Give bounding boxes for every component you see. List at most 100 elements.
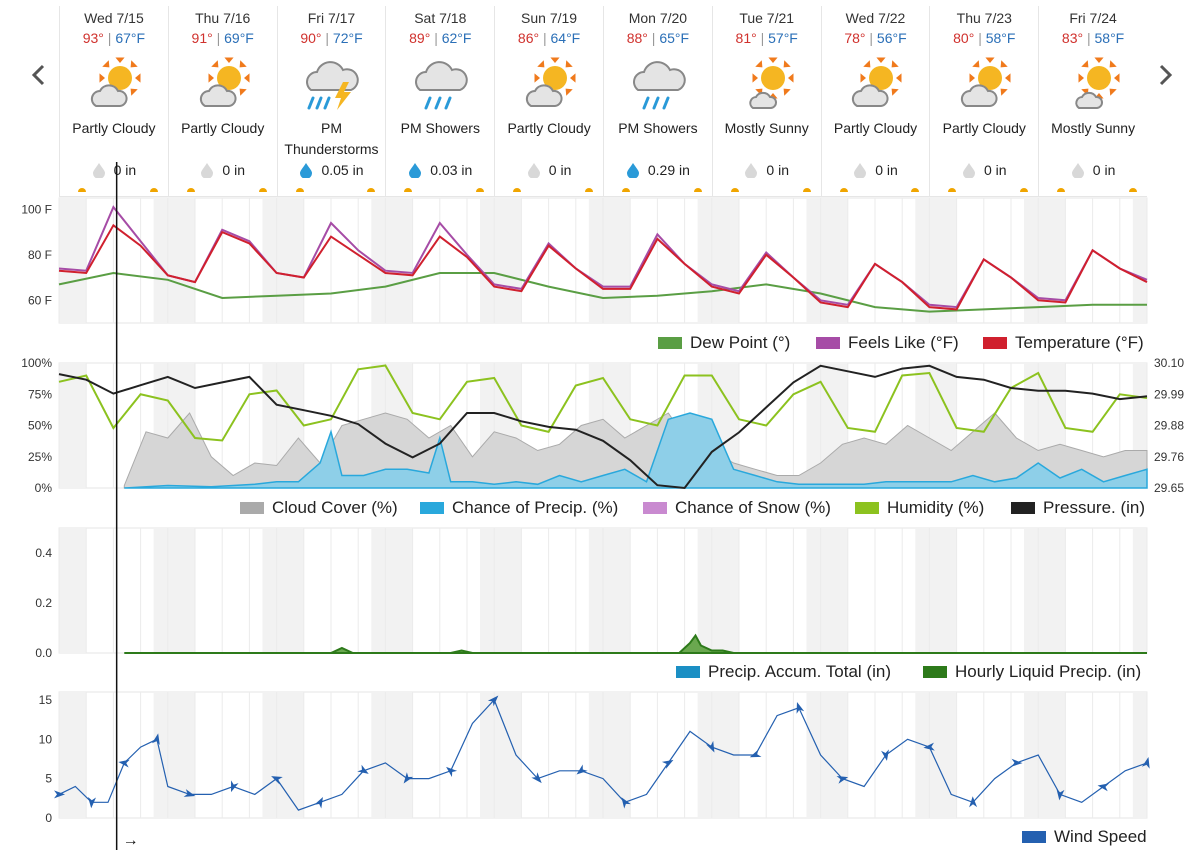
legend-pressure[interactable]: Pressure. (in) <box>1011 498 1145 518</box>
cloud-cover-area <box>123 412 1148 489</box>
day-column[interactable]: Thu 7/16 91° | 69°F Partly Cloudy 0 in <box>167 6 277 196</box>
partly-cloudy-icon <box>191 52 255 116</box>
hourly-precip-area <box>124 633 1147 654</box>
night-shade <box>806 528 821 653</box>
partly-cloudy-icon <box>952 52 1016 116</box>
day-column[interactable]: Tue 7/21 81° | 57°F Mostly Sunny 0 in <box>711 6 821 196</box>
legend-hourly-precip[interactable]: Hourly Liquid Precip. (in) <box>923 662 1141 682</box>
day-condition: Partly Cloudy <box>72 120 156 136</box>
tick-label: 29.65 <box>1154 481 1184 495</box>
high-temp: 78° <box>844 30 866 46</box>
tick-label: 50% <box>28 419 52 433</box>
legend-swatch <box>643 502 667 514</box>
tick-label: 0% <box>35 481 53 495</box>
day-condition: Partly Cloudy <box>181 120 265 136</box>
mostly-sunny-icon <box>1061 52 1125 116</box>
day-temps: 89° | 62°F <box>409 30 472 46</box>
raindrop-icon <box>744 162 758 181</box>
legend-label: Wind Speed <box>1054 827 1147 846</box>
day-temps: 86° | 64°F <box>517 30 581 46</box>
wind-arrow <box>836 775 849 784</box>
night-shade <box>385 198 413 323</box>
day-precip: 0 in <box>713 162 821 181</box>
high-temp: 88° <box>626 30 648 46</box>
night-shade <box>59 363 87 488</box>
sunset-icon <box>1128 188 1137 192</box>
legend-humidity[interactable]: Humidity (%) <box>855 498 984 518</box>
daily-forecast-strip: Wed 7/15 93° | 67°F Partly Cloudy 0 in Thu 7… <box>59 6 1147 196</box>
sunset-icon <box>476 188 485 192</box>
wind-arrow <box>661 759 674 769</box>
tick-label: 75% <box>28 387 52 401</box>
sunset-icon <box>693 188 702 192</box>
night-shade <box>494 198 522 323</box>
day-column[interactable]: Thu 7/23 80° | 58°F Partly Cloudy 0 in <box>929 6 1038 196</box>
tick-label: 30.10 <box>1154 356 1184 370</box>
legend-snow-chance[interactable]: Chance of Snow (%) <box>643 498 831 518</box>
wind-arrow <box>118 759 130 768</box>
day-column[interactable]: Fri 7/17 90° | 72°F PM Thunderstorms 0.05 i… <box>276 6 386 196</box>
legend-feels-like[interactable]: Feels Like (°F) <box>816 333 959 353</box>
tick-label: 5 <box>45 772 52 786</box>
legend-cloud-cover[interactable]: Cloud Cover (%) <box>240 498 398 518</box>
legend-precip-chance[interactable]: Chance of Precip. (%) <box>420 498 618 518</box>
wind-arrow <box>183 789 196 797</box>
night-shade <box>1132 692 1147 818</box>
legend-label: Chance of Precip. (%) <box>452 498 619 517</box>
day-column[interactable]: Wed 7/15 93° | 67°F Partly Cloudy 0 in <box>59 6 168 196</box>
sunrise-icon <box>186 188 195 192</box>
sunset-icon <box>584 188 593 192</box>
day-temps: 88° | 65°F <box>626 30 690 46</box>
night-shade <box>59 528 87 653</box>
legend-wind[interactable]: Wind Speed <box>1022 827 1147 847</box>
day-column[interactable]: Sat 7/18 89° | 62°F PM Showers 0.03 in <box>385 6 494 196</box>
day-column[interactable]: Mon 7/20 88° | 65°F PM Showers 0.29 in <box>603 6 712 196</box>
wind-arrow <box>403 772 414 784</box>
night-shade <box>59 198 87 323</box>
day-column[interactable]: Fri 7/24 83° | 58°F Mostly Sunny 0 in <box>1038 6 1147 196</box>
precip-amount: 0.05 in <box>321 162 364 179</box>
tick-label: 10 <box>39 732 53 746</box>
wind-arrow <box>881 749 889 761</box>
night-shade <box>806 692 821 818</box>
night-shade <box>1024 692 1039 818</box>
legend-swatch <box>983 337 1007 349</box>
night-shade <box>929 692 957 818</box>
wind-arrow <box>749 749 762 758</box>
day-column[interactable]: Sun 7/19 86° | 64°F Partly Cloudy 0 in <box>494 6 603 196</box>
day-temps: 93° | 67°F <box>82 30 146 46</box>
night-shade <box>1038 198 1066 323</box>
high-temp: 81° <box>735 30 757 46</box>
legend-label: Feels Like (°F) <box>848 333 959 352</box>
high-temp: 91° <box>191 30 213 46</box>
day-date: Tue 7/21 <box>739 10 795 26</box>
day-column[interactable]: Wed 7/22 78° | 56°F Partly Cloudy 0 in <box>820 6 930 196</box>
legend-dew-point[interactable]: Dew Point (°) <box>658 333 790 353</box>
sunrise-icon <box>513 188 522 192</box>
sunrise-icon <box>622 188 630 192</box>
day-condition: Mostly Sunny <box>1051 120 1136 136</box>
series-line-2 <box>58 223 1148 311</box>
day-date: Fri 7/24 <box>1069 10 1117 26</box>
night-shade <box>697 528 712 653</box>
tick-label: 25% <box>28 450 52 464</box>
legend-temperature[interactable]: Temperature (°F) <box>983 333 1144 353</box>
legend-precip-accum[interactable]: Precip. Accum. Total (in) <box>676 662 891 682</box>
night-shade <box>153 528 168 653</box>
precip-amount: 0 in <box>984 162 1007 179</box>
day-date: Thu 7/16 <box>195 10 251 26</box>
series-line-0 <box>58 271 1147 313</box>
wind-arrow <box>54 790 65 799</box>
prev-days-button[interactable] <box>22 58 56 92</box>
night-shade <box>262 692 277 818</box>
legend-swatch <box>676 666 700 678</box>
next-days-button[interactable] <box>1148 58 1182 92</box>
day-precip: 0 in <box>1039 162 1147 181</box>
wind-arrow <box>796 702 805 714</box>
night-shade <box>588 198 603 323</box>
precip-chance-area <box>124 412 1148 489</box>
precip-amount: 0 in <box>1092 162 1116 179</box>
legend-swatch <box>923 666 947 678</box>
night-shade <box>385 528 413 653</box>
night-shade <box>603 528 631 653</box>
